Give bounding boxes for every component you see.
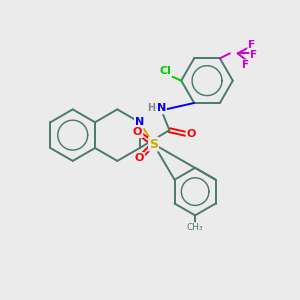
Text: S: S bbox=[149, 138, 158, 151]
Text: N: N bbox=[135, 117, 144, 127]
Text: H: H bbox=[148, 103, 156, 113]
Text: CH₃: CH₃ bbox=[187, 223, 203, 232]
Text: O: O bbox=[187, 129, 196, 139]
Text: F: F bbox=[250, 50, 257, 60]
Text: N: N bbox=[157, 103, 166, 113]
Text: Cl: Cl bbox=[160, 66, 171, 76]
Text: O: O bbox=[135, 153, 144, 163]
Text: F: F bbox=[248, 40, 255, 50]
Text: F: F bbox=[242, 60, 249, 70]
Text: O: O bbox=[133, 127, 142, 137]
